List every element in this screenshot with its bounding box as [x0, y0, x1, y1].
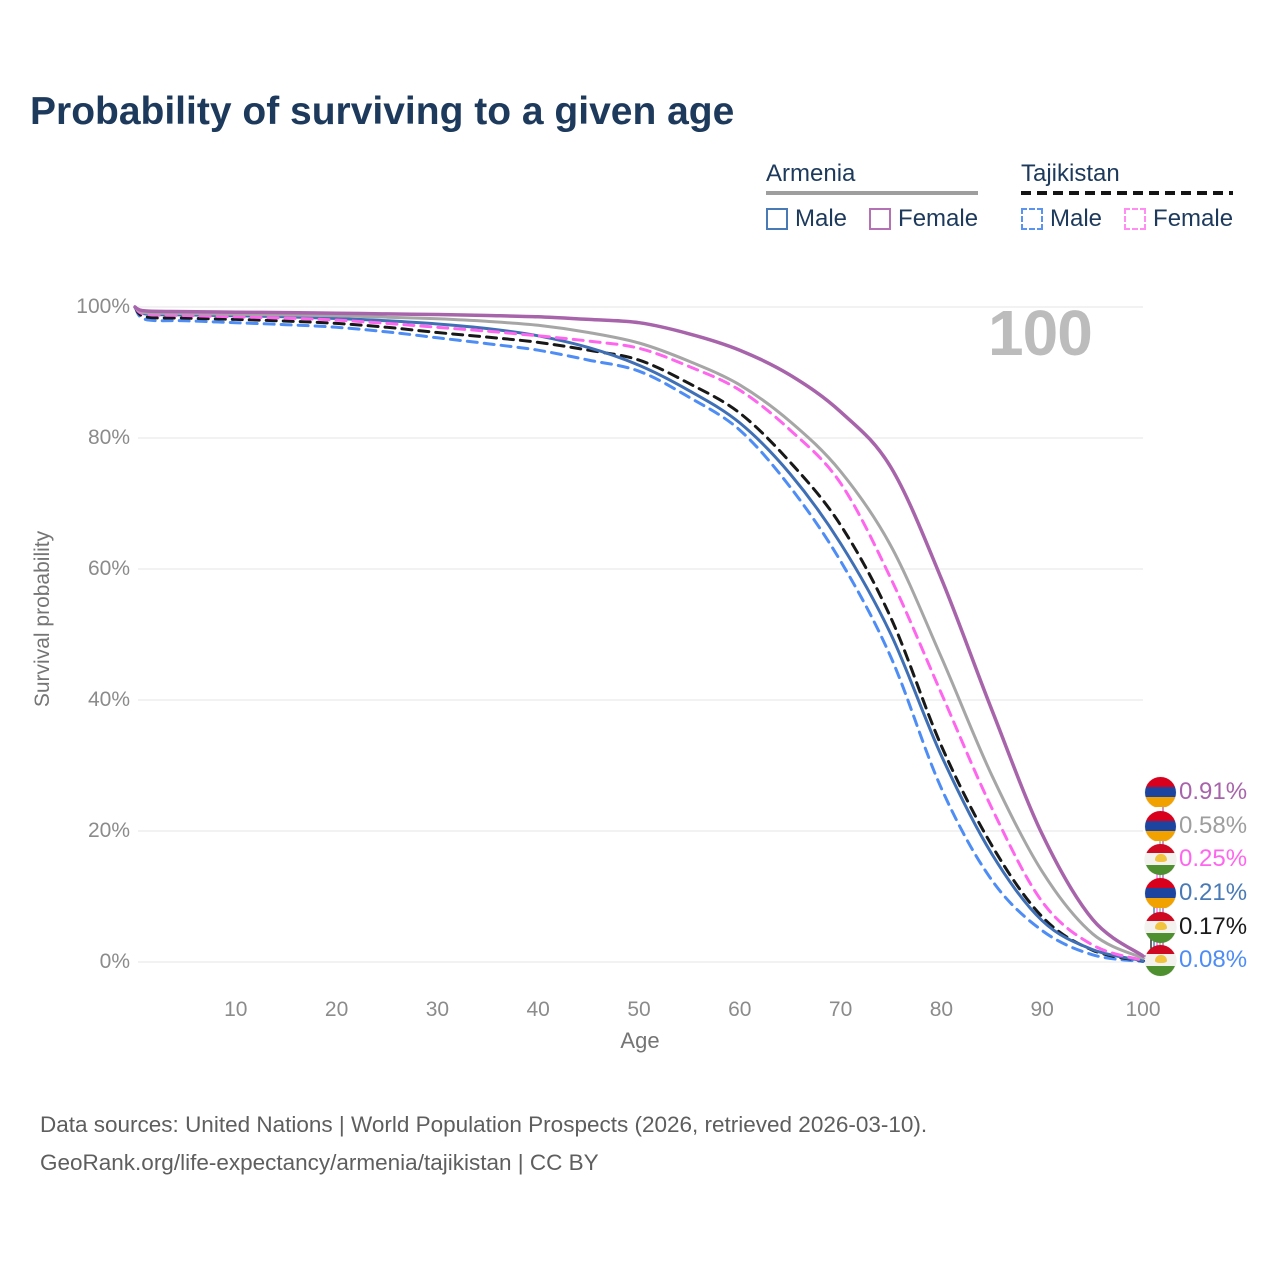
- tajikistan-dashed-line-sample: [1021, 191, 1234, 195]
- y-tick-label: 20%: [87, 819, 130, 842]
- end-label-armenia-female[interactable]: 0.91%: [1145, 776, 1247, 808]
- legend-tajikistan-male-label: Male: [1050, 205, 1103, 232]
- x-tick-label: 60: [728, 998, 752, 1021]
- legend-armenia-label[interactable]: Armenia: [766, 160, 856, 187]
- x-tick-label: 100: [1125, 998, 1161, 1021]
- armenia-flag-icon: [1145, 877, 1176, 909]
- x-tick-label: 30: [425, 998, 450, 1021]
- legend-tajikistan-male[interactable]: Male: [1021, 205, 1102, 233]
- x-tick-label: 50: [627, 998, 651, 1021]
- legend-tajikistan-female-label: Female: [1153, 205, 1234, 232]
- end-label-tajikistan-male[interactable]: 0.08%: [1145, 944, 1247, 976]
- x-tick-label: 40: [526, 998, 550, 1021]
- legend-armenia-female-label: Female: [898, 205, 979, 232]
- watermark-age-100: 100: [988, 297, 1093, 369]
- armenia-female-swatch-icon: [869, 208, 892, 230]
- tajikistan-flag-icon: [1145, 944, 1176, 976]
- x-axis-title: Age: [620, 1028, 660, 1053]
- y-tick-label: 0%: [99, 950, 130, 973]
- armenia-flag-icon: [1145, 776, 1176, 808]
- end-value: 0.21%: [1179, 879, 1248, 906]
- y-tick-label: 80%: [87, 426, 130, 449]
- legend-armenia-male-label: Male: [795, 205, 848, 232]
- series-line-tajikistan-male[interactable]: [133, 305, 1145, 963]
- end-label-tajikistan-female[interactable]: 0.25%: [1145, 843, 1247, 875]
- tajikistan-male-swatch-icon: [1021, 208, 1043, 230]
- legend-group-armenia: Armenia Male Female: [766, 160, 979, 233]
- y-tick-label: 60%: [87, 557, 130, 580]
- y-tick-label: 100%: [76, 295, 130, 318]
- legend-armenia-male[interactable]: Male: [766, 205, 847, 233]
- series-line-armenia-both-sexes[interactable]: [133, 305, 1145, 960]
- tajikistan-flag-icon: [1145, 843, 1176, 875]
- footer-attribution: Data sources: United Nations | World Pop…: [40, 1106, 927, 1182]
- page-title: Probability of surviving to a given age: [30, 90, 735, 133]
- series-line-tajikistan-female[interactable]: [133, 305, 1145, 962]
- end-label-armenia-male[interactable]: 0.21%: [1145, 877, 1247, 909]
- end-label-tajikistan-both[interactable]: 0.17%: [1145, 911, 1247, 943]
- tajikistan-flag-icon: [1145, 911, 1176, 943]
- end-label-armenia-both[interactable]: 0.58%: [1145, 810, 1247, 842]
- x-tick-label: 20: [324, 998, 349, 1021]
- georank-url-line[interactable]: GeoRank.org/life-expectancy/armenia/taji…: [40, 1150, 599, 1175]
- x-tick-label: 80: [929, 998, 954, 1021]
- legend-group-tajikistan: Tajikistan Male Female: [1021, 160, 1234, 233]
- armenia-flag-icon: [1145, 810, 1176, 842]
- end-value: 0.58%: [1179, 812, 1248, 839]
- end-value: 0.91%: [1179, 778, 1248, 805]
- data-sources-line: Data sources: United Nations | World Pop…: [40, 1112, 928, 1137]
- y-tick-label: 40%: [87, 688, 130, 711]
- series-line-tajikistan-both-sexes[interactable]: [133, 305, 1145, 963]
- armenia-male-swatch-icon: [766, 208, 788, 230]
- end-value: 0.25%: [1179, 845, 1248, 872]
- end-value: 0.08%: [1179, 946, 1248, 973]
- x-tick-label: 90: [1030, 998, 1054, 1021]
- end-value: 0.17%: [1179, 913, 1248, 940]
- x-tick-label: 70: [828, 998, 853, 1021]
- x-tick-label: 10: [224, 998, 248, 1021]
- tajikistan-female-swatch-icon: [1124, 208, 1147, 230]
- legend-tajikistan-label[interactable]: Tajikistan: [1021, 160, 1120, 187]
- series-line-armenia-male[interactable]: [133, 305, 1145, 963]
- series-line-armenia-female[interactable]: [133, 305, 1145, 958]
- legend-tajikistan-female[interactable]: Female: [1124, 205, 1233, 233]
- legend-armenia-female[interactable]: Female: [869, 205, 978, 233]
- armenia-solid-line-sample: [766, 191, 979, 195]
